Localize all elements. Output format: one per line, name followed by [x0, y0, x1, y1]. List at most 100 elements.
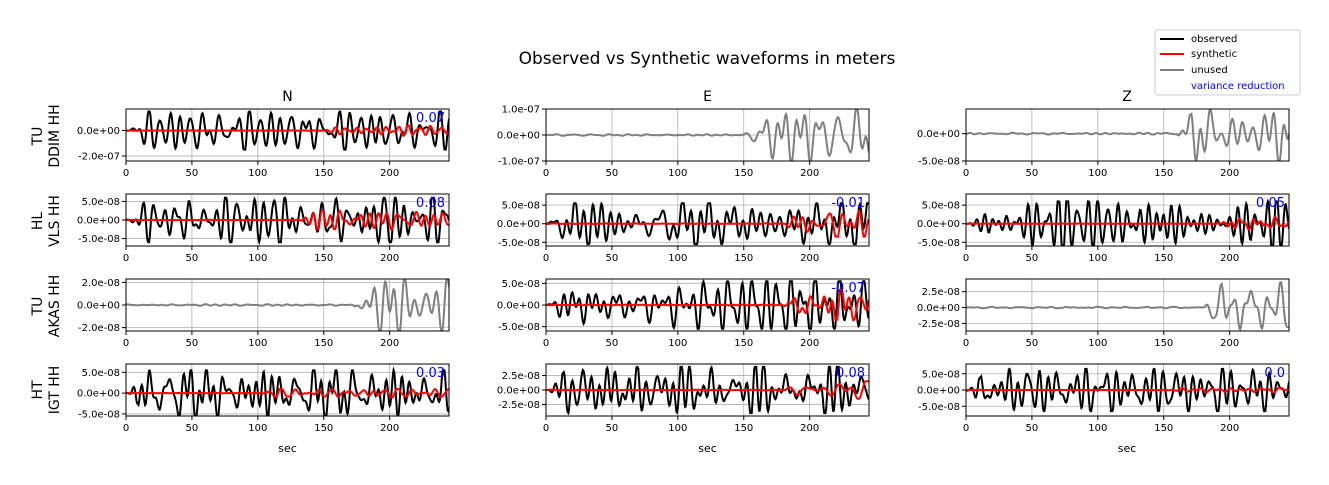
variance-reduction-label: -0.07 [831, 281, 865, 296]
station-label-4: HT IGT HH [30, 366, 63, 415]
y-tick-label: 0.0e+00 [77, 301, 120, 312]
x-tick-label: 150 [314, 168, 333, 179]
x-tick-label: 200 [800, 253, 819, 264]
x-tick-label: 0 [963, 168, 969, 179]
y-tick-label: 0.0e+00 [917, 219, 960, 230]
series-group [126, 196, 449, 246]
x-tick-label: 0 [543, 253, 549, 264]
synthetic-trace [546, 380, 869, 400]
axes-frame [965, 108, 1290, 162]
synthetic-trace [126, 124, 449, 137]
panels: 0 50 100 150 200 0.0e+00 -2.0e-07 0.07 0 50 100 150… [77, 105, 1290, 434]
y-tick-label: 2.0e-08 [82, 278, 120, 289]
x-tick-label: 150 [314, 423, 333, 434]
observed-trace [546, 279, 869, 331]
y-tick-label: -5.0e-08 [498, 322, 540, 333]
observed-trace [126, 196, 449, 246]
y-tick-label: 0.0e+00 [77, 126, 120, 137]
x-tick-label: 0 [543, 423, 549, 434]
x-tick-label: 200 [380, 338, 399, 349]
y-tick-label: -5.0e-08 [918, 157, 960, 168]
y-tick-label: 5.0e-08 [502, 279, 540, 290]
y-tick-label: -2.5e-08 [918, 319, 960, 330]
y-tick-label: 5.0e-08 [82, 197, 120, 208]
x-tick-label: 200 [380, 168, 399, 179]
variance-reduction-label: 0.05 [1256, 196, 1285, 211]
series-group [966, 109, 1289, 161]
legend-label-variance-reduction: variance reduction [1191, 81, 1285, 92]
x-tick-label: 50 [1026, 338, 1039, 349]
station-label-1: TU DDIM HH [30, 104, 63, 167]
series-group [966, 281, 1289, 331]
station-label-3: TU AKAS HH [30, 275, 63, 337]
series-group [966, 367, 1289, 413]
series-group [546, 364, 869, 416]
x-axis-label-n: sec [278, 442, 297, 455]
observed-trace [546, 364, 869, 416]
legend-label-observed: observed [1191, 34, 1237, 45]
column-title-e: E [703, 89, 712, 105]
axes-frame [125, 108, 450, 162]
synthetic-trace [546, 288, 869, 322]
y-tick-label: 0.0e+00 [497, 301, 540, 312]
x-tick-label: 100 [248, 338, 267, 349]
x-tick-label: 200 [1220, 423, 1239, 434]
x-tick-label: 200 [800, 168, 819, 179]
synthetic-trace [966, 386, 1289, 394]
variance-reduction-label: 0.07 [416, 111, 445, 126]
x-tick-label: 150 [1154, 168, 1173, 179]
y-tick-label: -5.0e-08 [918, 238, 960, 249]
x-tick-label: 200 [1220, 253, 1239, 264]
variance-reduction-label: 0.0 [1264, 366, 1285, 381]
x-tick-label: 150 [314, 253, 333, 264]
observed-trace [546, 201, 869, 246]
x-tick-label: 50 [606, 338, 619, 349]
axes-frame [965, 193, 1290, 247]
series-group [966, 198, 1289, 246]
column-title-z: Z [1122, 89, 1132, 105]
unused-trace [126, 279, 449, 331]
variance-reduction-label: 0.03 [416, 366, 445, 381]
x-axis-label-z: sec [1118, 442, 1137, 455]
x-tick-label: 100 [1088, 423, 1107, 434]
series-group [546, 201, 869, 246]
x-tick-label: 150 [1154, 423, 1173, 434]
x-tick-label: 50 [606, 253, 619, 264]
y-tick-label: -5.0e-08 [78, 234, 120, 245]
y-tick-label: 0.0e+00 [497, 386, 540, 397]
unused-trace [966, 281, 1289, 331]
x-tick-label: 0 [123, 253, 129, 264]
x-tick-label: 100 [248, 253, 267, 264]
x-tick-label: 100 [668, 423, 687, 434]
observed-trace [126, 366, 449, 416]
x-tick-label: 50 [606, 168, 619, 179]
y-tick-label: 0.0e+00 [917, 386, 960, 397]
x-tick-label: 0 [963, 423, 969, 434]
synthetic-trace [126, 209, 449, 231]
figure-title: Observed vs Synthetic waveforms in meter… [519, 49, 896, 69]
station-code: IGT HH [47, 366, 63, 415]
legend-frame [1154, 29, 1301, 96]
variance-reduction-label: 0.08 [416, 196, 445, 211]
panel-r1-c0: 0 50 100 150 200 5.0e-08 0.0e+00 -5.0e-08 0.08 [77, 193, 450, 264]
series-group [126, 279, 449, 331]
station-code: VLS HH [47, 195, 63, 247]
x-tick-label: 0 [543, 338, 549, 349]
x-tick-label: 200 [800, 423, 819, 434]
x-tick-label: 50 [186, 168, 199, 179]
y-tick-label: -2.0e-08 [78, 323, 120, 334]
panel-r2-c1: 0 50 100 150 200 5.0e-08 0.0e+00 -5.0e-08 -0.07 [497, 278, 870, 349]
x-tick-label: 50 [186, 253, 199, 264]
panel-r3-c2: 0 50 100 150 200 5.0e-08 0.0e+00 -5.0e-08 0.0 [917, 363, 1290, 434]
y-tick-label: -5.0e-08 [498, 238, 540, 249]
synthetic-trace [546, 209, 869, 238]
x-tick-label: 100 [248, 423, 267, 434]
y-tick-label: 0.0e+00 [497, 131, 540, 142]
panel-r1-c2: 0 50 100 150 200 5.0e-08 0.0e+00 -5.0e-08 0.05 [917, 193, 1290, 264]
column-title-n: N [282, 89, 292, 105]
station-code: AKAS HH [47, 275, 63, 337]
y-tick-label: 0.0e+00 [917, 303, 960, 314]
y-tick-label: 2.5e-08 [922, 287, 960, 298]
x-tick-label: 150 [734, 423, 753, 434]
x-tick-label: 0 [123, 338, 129, 349]
